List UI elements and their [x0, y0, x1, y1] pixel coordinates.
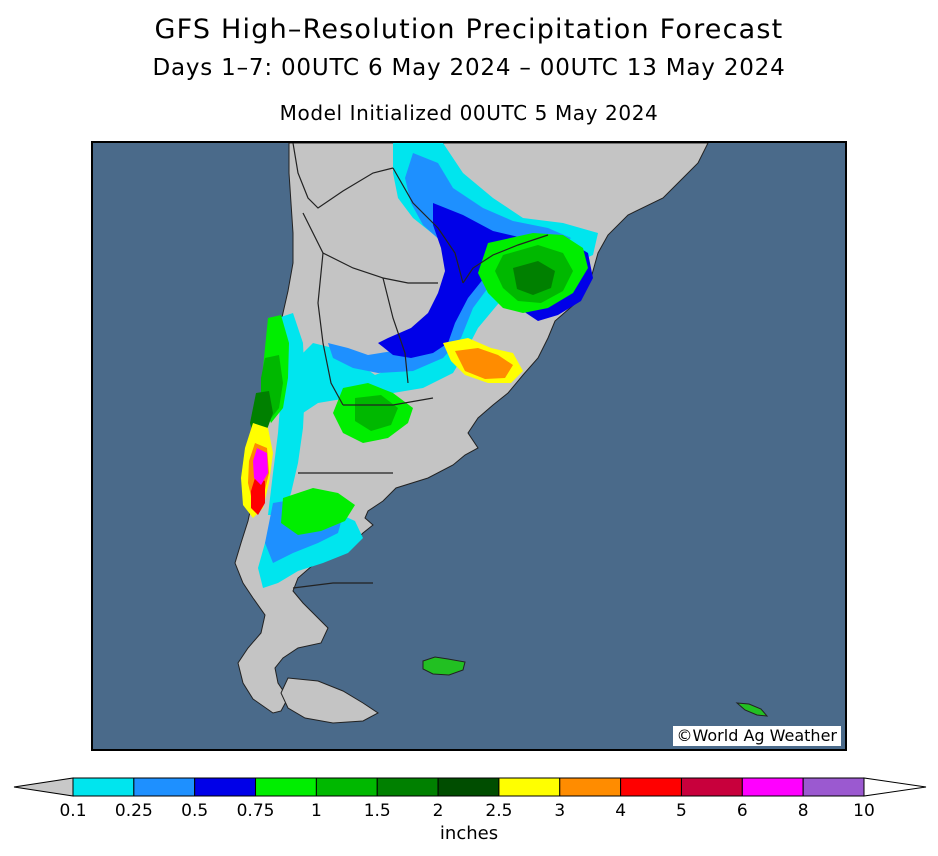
legend-swatch [559, 777, 622, 797]
legend-tick-label: 8 [798, 801, 809, 821]
forecast-period: Days 1–7: 00UTC 6 May 2024 – 00UTC 13 Ma… [152, 55, 786, 81]
map-canvas [234, 143, 769, 724]
precip-green-3 [281, 488, 355, 535]
legend-arrow-low [13, 777, 74, 797]
legend-swatch [680, 777, 743, 797]
land-tierra-del-fuego [280, 677, 379, 724]
land-south-georgia [735, 702, 769, 717]
legend-swatch [376, 777, 439, 797]
legend-tick-label: 3 [554, 801, 565, 821]
legend-swatch [194, 777, 257, 797]
model-init-time: Model Initialized 00UTC 5 May 2024 [279, 101, 659, 125]
legend-tick-label: 2 [433, 801, 444, 821]
legend-swatch [498, 777, 561, 797]
legend-swatch [741, 777, 804, 797]
political-borders [292, 143, 549, 589]
legend-swatch [133, 777, 196, 797]
precip-cyan-andes [268, 313, 305, 515]
legend-tick-label: 0.1 [59, 801, 86, 821]
legend-tick-label: 10 [853, 801, 875, 821]
legend-swatch [802, 777, 865, 797]
legend-tick-label: 1.5 [364, 801, 391, 821]
legend-swatch [620, 777, 682, 797]
map-credit: ©World Ag Weather [672, 726, 841, 746]
map-title: GFS High–Resolution Precipitation Foreca… [154, 14, 784, 45]
legend-tick-label: 0.5 [181, 801, 208, 821]
legend-tick-label: 5 [676, 801, 687, 821]
precip-red-chile [251, 478, 265, 515]
legend-tick-label: 4 [615, 801, 626, 821]
land-falklands [422, 656, 466, 676]
legend-tick-label: 1 [311, 801, 322, 821]
legend-tick-label: 0.75 [237, 801, 275, 821]
legend-swatch [437, 777, 500, 797]
legend-tick-label: 2.5 [485, 801, 512, 821]
legend-swatch [315, 777, 378, 797]
precip-darkgreen-1 [513, 261, 555, 295]
legend-arrow-high [863, 777, 927, 797]
legend-colorbar: 0.1 0.25 0.5 0.75 1 1.5 2 2.5 3 4 5 6 8 10 [13, 777, 927, 821]
legend-tick-label: 0.25 [115, 801, 153, 821]
legend-tick-label: 6 [737, 801, 748, 821]
legend-unit: inches [439, 823, 499, 844]
precipitation-map: ©World Ag Weather [91, 141, 847, 751]
precip-magenta-chile [253, 448, 268, 485]
precip-medgreen-2 [355, 395, 398, 431]
legend-swatch [72, 777, 135, 797]
precip-orange-buenosaires [455, 348, 513, 379]
color-legend: 0.1 0.25 0.5 0.75 1 1.5 2 2.5 3 4 5 6 8 10 [0, 770, 938, 856]
legend-swatch [255, 777, 317, 797]
